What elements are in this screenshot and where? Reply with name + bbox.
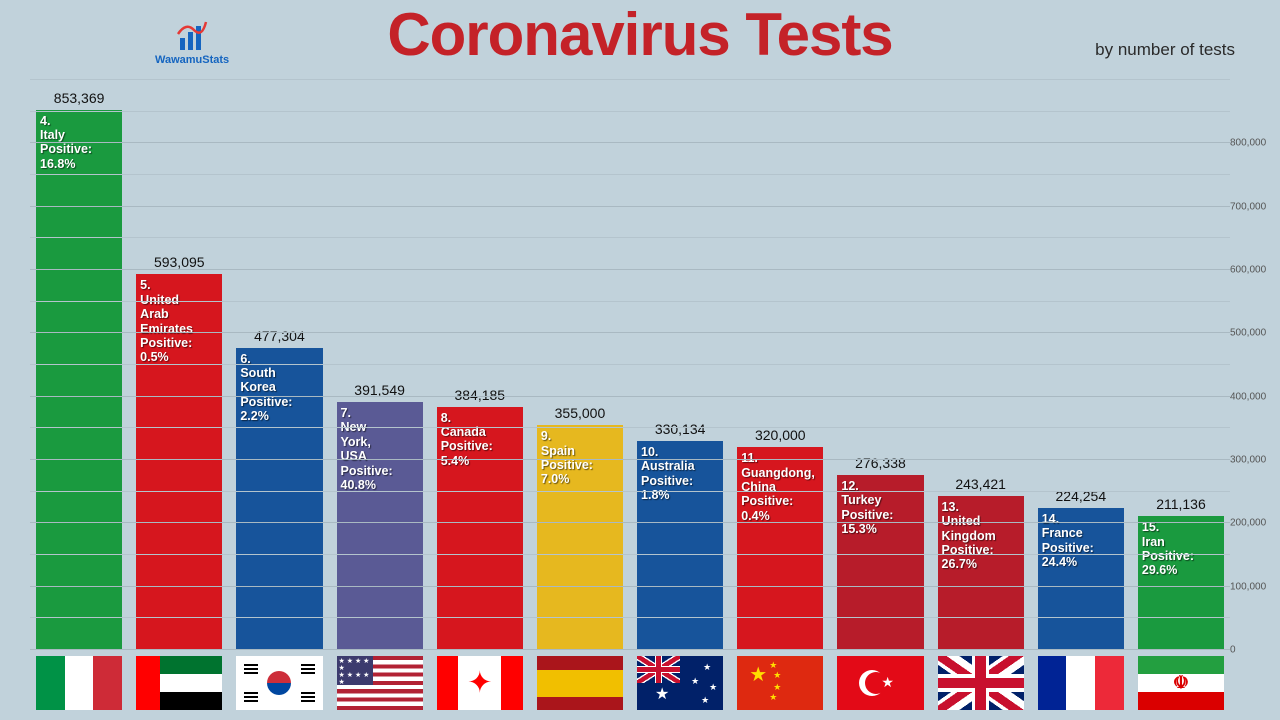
bar-value-label: 320,000 [737, 427, 823, 443]
grid-line [30, 459, 1230, 460]
bar-slot: 330,134 10.AustraliaPositive:1.8% [637, 80, 723, 650]
grid-line [30, 491, 1230, 492]
y-tick-label: 500,000 [1230, 328, 1270, 339]
bar-caption: 7.NewYork,USAPositive:40.8% [341, 406, 421, 492]
bar: 14.FrancePositive:24.4% [1038, 508, 1124, 650]
bar-slot: 853,369 4.ItalyPositive:16.8% [36, 80, 122, 650]
y-tick-label: 200,000 [1230, 518, 1270, 529]
bar-caption: 10.AustraliaPositive:1.8% [641, 445, 721, 503]
bar: 4.ItalyPositive:16.8% [36, 110, 122, 650]
grid-line [30, 111, 1230, 112]
bar-value-label: 853,369 [36, 90, 122, 106]
chart-plot-area: 853,369 4.ItalyPositive:16.8% 593,095 5.Uni… [30, 80, 1230, 650]
grid-line [30, 79, 1230, 80]
grid-line [30, 554, 1230, 555]
flag-gb [938, 656, 1024, 710]
flag-fr [1038, 656, 1124, 710]
y-tick-label: 800,000 [1230, 138, 1270, 149]
bar: 8.CanadaPositive:5.4% [437, 407, 523, 650]
y-tick-label: 0 [1230, 645, 1270, 656]
y-tick-label: 400,000 [1230, 391, 1270, 402]
grid-line [30, 617, 1230, 618]
bar: 7.NewYork,USAPositive:40.8% [337, 402, 423, 650]
bar: 15.IranPositive:29.6% [1138, 516, 1224, 650]
flag-ir: ☫ [1138, 656, 1224, 710]
bar-caption: 15.IranPositive:29.6% [1142, 520, 1222, 578]
y-tick-label: 600,000 [1230, 265, 1270, 276]
bar: 12.TurkeyPositive:15.3% [837, 475, 923, 650]
flag-au: ★★★★★ [637, 656, 723, 710]
grid-line [30, 396, 1230, 397]
bar-value-label: 330,134 [637, 421, 723, 437]
bar-slot: 320,000 11.Guangdong,ChinaPositive:0.4% [737, 80, 823, 650]
grid-line [30, 649, 1230, 650]
bar-value-label: 276,338 [837, 455, 923, 471]
bar-slot: 276,338 12.TurkeyPositive:15.3% [837, 80, 923, 650]
grid-line [30, 427, 1230, 428]
bar-slot: 211,136 15.IranPositive:29.6% [1138, 80, 1224, 650]
bar: 5.UnitedArabEmiratesPositive:0.5% [136, 274, 222, 650]
bar-caption: 13.UnitedKingdomPositive:26.7% [942, 500, 1022, 572]
grid-line [30, 269, 1230, 270]
bar: 10.AustraliaPositive:1.8% [637, 441, 723, 650]
flag-ca: ✦ [437, 656, 523, 710]
grid-line [30, 142, 1230, 143]
bar-caption: 12.TurkeyPositive:15.3% [841, 479, 921, 537]
bar-slot: 384,1858.CanadaPositive:5.4% [437, 80, 523, 650]
flag-us: ★ ★ ★ ★ ★★ ★ ★ ★ ★★ ★ ★ ★ ★★ ★ ★ ★ ★ [337, 656, 423, 710]
flag-it [36, 656, 122, 710]
grid-line [30, 206, 1230, 207]
bar-value-label: 243,421 [938, 476, 1024, 492]
chart-subtitle: by number of tests [1095, 40, 1235, 60]
bar-value-label: 211,136 [1138, 496, 1224, 512]
grid-line [30, 237, 1230, 238]
bar: 6.SouthKoreaPositive:2.2% [236, 348, 322, 650]
flag-kr [236, 656, 322, 710]
bar-slot: 593,095 5.UnitedArabEmiratesPositive:0.5% [136, 80, 222, 650]
bar-slot: 477,304 6.SouthKoreaPositive:2.2% [236, 80, 322, 650]
bar: 13.UnitedKingdomPositive:26.7% [938, 496, 1024, 650]
bar-slot: 224,25414.FrancePositive:24.4% [1038, 80, 1124, 650]
bar-caption: 11.Guangdong,ChinaPositive:0.4% [741, 451, 821, 523]
grid-line [30, 364, 1230, 365]
bar-value-label: 477,304 [236, 328, 322, 344]
bar-slot: 391,5497.NewYork,USAPositive:40.8% [337, 80, 423, 650]
grid-line [30, 174, 1230, 175]
bars-container: 853,369 4.ItalyPositive:16.8% 593,095 5.Uni… [30, 80, 1230, 650]
grid-line [30, 301, 1230, 302]
flag-ae [136, 656, 222, 710]
bar-value-label: 593,095 [136, 254, 222, 270]
y-tick-label: 300,000 [1230, 455, 1270, 466]
grid-line [30, 586, 1230, 587]
bar-caption: 9.SpainPositive:7.0% [541, 429, 621, 487]
bar-caption: 14.FrancePositive:24.4% [1042, 512, 1122, 570]
bar: 11.Guangdong,ChinaPositive:0.4% [737, 447, 823, 650]
flag-cn: ★★★★★ [737, 656, 823, 710]
y-tick-label: 100,000 [1230, 581, 1270, 592]
bar-slot: 243,421 13.UnitedKingdomPositive:26.7% [938, 80, 1024, 650]
bar-value-label: 355,000 [537, 405, 623, 421]
bar-caption: 6.SouthKoreaPositive:2.2% [240, 352, 320, 424]
bar-caption: 5.UnitedArabEmiratesPositive:0.5% [140, 278, 220, 364]
y-tick-label: 700,000 [1230, 201, 1270, 212]
chart-title: Coronavirus Tests [0, 0, 1280, 69]
flags-row: ★ ★ ★ ★ ★★ ★ ★ ★ ★★ ★ ★ ★ ★★ ★ ★ ★ ★✦★★★… [30, 656, 1230, 710]
flag-tr: ★ [837, 656, 923, 710]
flag-es [537, 656, 623, 710]
grid-line [30, 522, 1230, 523]
bar-slot: 355,000 9.SpainPositive:7.0% [537, 80, 623, 650]
grid-line [30, 332, 1230, 333]
